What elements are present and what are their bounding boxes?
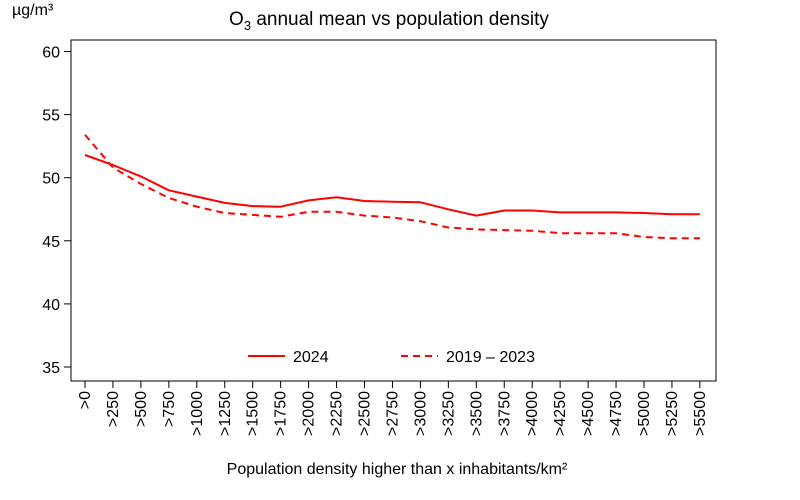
x-tick-label: >4000 (524, 391, 541, 436)
x-tick-label: >3500 (468, 391, 485, 436)
x-tick-label: >4500 (580, 391, 597, 436)
x-tick-label: >5500 (692, 391, 709, 436)
chart-title-subscript: 3 (244, 18, 251, 33)
chart-title: O3 annual mean vs population density (229, 9, 549, 33)
x-tick-label: >1500 (245, 391, 262, 436)
x-tick-label: >250 (105, 391, 122, 427)
series-layer (84, 134, 700, 240)
legend-label-2019-2023: 2019 – 2023 (446, 349, 535, 366)
y-axis: 35 40 45 50 55 60 (42, 45, 72, 377)
x-axis: >0 >250 >500 >750 >1000 >1250 >1500 >1750 >2000 >… (77, 380, 709, 436)
y-tick-label: 50 (42, 171, 60, 188)
chart-title-main: O (229, 9, 244, 30)
x-tick-label: >3000 (412, 391, 429, 436)
y-tick-label: 40 (42, 297, 60, 314)
y-tick-label: 55 (42, 108, 60, 125)
x-tick-label: >2250 (329, 391, 346, 436)
y-axis-unit-label: µg/m³ (12, 2, 54, 19)
plot-frame (70, 39, 717, 382)
series-line-2024 (84, 154, 700, 217)
y-tick-label: 60 (42, 45, 60, 62)
x-tick-label: >3750 (496, 391, 513, 436)
x-tick-label: >2500 (357, 391, 374, 436)
chart-title-rest: annual mean vs population density (251, 9, 549, 30)
x-tick-label: >4250 (552, 391, 569, 436)
x-tick-label: >5250 (664, 391, 681, 436)
x-tick-label: >2750 (384, 391, 401, 436)
x-tick-label: >0 (77, 391, 94, 409)
x-tick-label: >750 (161, 391, 178, 427)
x-tick-label: >3250 (440, 391, 457, 436)
x-tick-label: >5000 (636, 391, 653, 436)
y-tick-label: 35 (42, 360, 60, 377)
x-tick-label: >2000 (301, 391, 318, 436)
x-tick-label: >1250 (217, 391, 234, 436)
series-line-2019-2023 (84, 134, 700, 240)
x-tick-label: >500 (133, 391, 150, 427)
x-axis-title: Population density higher than x inhabit… (227, 461, 568, 478)
x-tick-label: >1750 (273, 391, 290, 436)
legend-label-2024: 2024 (293, 349, 329, 366)
y-tick-label: 45 (42, 234, 60, 251)
x-tick-label: >1000 (189, 391, 206, 436)
x-tick-label: >4750 (608, 391, 625, 436)
legend: 2024 2019 – 2023 (248, 349, 535, 366)
